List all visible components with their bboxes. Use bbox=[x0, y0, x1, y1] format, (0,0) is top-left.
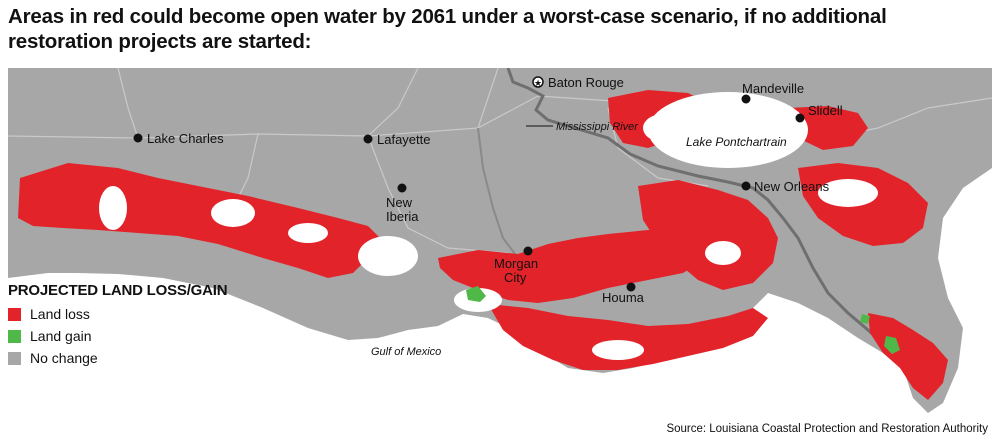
svg-text:Slidell: Slidell bbox=[808, 103, 843, 118]
legend-label: Land gain bbox=[30, 328, 92, 344]
city-new-orleans: New Orleans bbox=[741, 179, 830, 194]
headline: Areas in red could become open water by … bbox=[8, 5, 887, 53]
city-slidell: Slidell bbox=[795, 103, 843, 123]
svg-text:★: ★ bbox=[534, 79, 542, 89]
legend: PROJECTED LAND LOSS/GAIN Land loss Land … bbox=[8, 282, 248, 369]
svg-text:Mandeville: Mandeville bbox=[742, 81, 804, 96]
city-lafayette: Lafayette bbox=[363, 132, 431, 147]
city-new-iberia: New Iberia bbox=[386, 183, 419, 224]
land-loss-areas bbox=[18, 90, 948, 400]
city-mandeville: Mandeville bbox=[741, 81, 804, 104]
no-change-swatch bbox=[8, 351, 21, 365]
legend-label: No change bbox=[30, 350, 98, 366]
city-houma: Houma bbox=[602, 282, 645, 305]
lake-pontchartrain bbox=[648, 92, 808, 168]
svg-text:Baton Rouge: Baton Rouge bbox=[548, 75, 624, 90]
legend-title: PROJECTED LAND LOSS/GAIN bbox=[8, 282, 228, 299]
legend-item-land-gain: Land gain bbox=[8, 325, 248, 347]
svg-text:Iberia: Iberia bbox=[386, 209, 419, 224]
city-baton-rouge: ★ Baton Rouge bbox=[532, 75, 624, 90]
gulf-of-mexico-label: Gulf of Mexico bbox=[371, 346, 441, 358]
mississippi-river-label: Mississippi River bbox=[556, 121, 639, 133]
lake-pontchartrain-label: Lake Pontchartrain bbox=[686, 135, 787, 149]
svg-text:Morgan: Morgan bbox=[494, 256, 538, 271]
svg-text:New Orleans: New Orleans bbox=[754, 179, 830, 194]
svg-text:City: City bbox=[504, 270, 527, 285]
land-gain-areas bbox=[466, 286, 900, 354]
legend-item-land-loss: Land loss bbox=[8, 303, 248, 325]
louisiana-coast-map: ★ Baton Rouge Mandeville Slidell Lake Ch… bbox=[8, 68, 992, 413]
svg-text:Lake Charles: Lake Charles bbox=[147, 131, 224, 146]
lake-maurepas bbox=[643, 114, 683, 142]
svg-text:Houma: Houma bbox=[602, 290, 645, 305]
city-lake-charles: Lake Charles bbox=[133, 131, 224, 146]
svg-text:New: New bbox=[386, 195, 413, 210]
source-credit: Source: Louisiana Coastal Protection and… bbox=[666, 423, 988, 435]
svg-text:Lafayette: Lafayette bbox=[377, 132, 431, 147]
land-gain-swatch bbox=[8, 329, 21, 343]
land-loss-swatch bbox=[8, 307, 21, 321]
city-morgan-city: Morgan City bbox=[494, 246, 538, 285]
water-bodies bbox=[99, 92, 878, 360]
legend-label: Land loss bbox=[30, 306, 90, 322]
mississippi-river bbox=[506, 68, 905, 369]
legend-item-no-change: No change bbox=[8, 347, 248, 369]
city-markers: ★ Baton Rouge Mandeville Slidell Lake Ch… bbox=[133, 75, 843, 305]
